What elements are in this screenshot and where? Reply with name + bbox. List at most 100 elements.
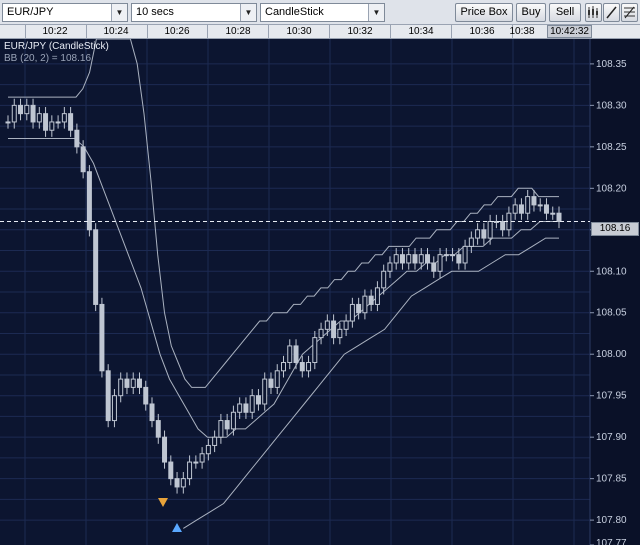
buy-button[interactable]: Buy [516,3,546,22]
time-tick [512,25,513,38]
time-label: 10:34 [408,26,434,37]
price-label: 108.25 [596,142,627,153]
candle-body [299,362,305,372]
chevron-down-icon[interactable]: ▼ [111,4,127,21]
candle-body [174,478,180,488]
time-label: 10:22 [42,26,68,37]
candlestick-icon[interactable] [585,3,602,22]
buy-marker-icon [172,523,182,532]
candle-body [324,320,330,330]
candle-body [212,436,218,446]
candle-body [468,237,474,247]
candle-body [518,204,524,214]
candle-body [268,378,274,388]
candle-body [349,303,355,322]
candle-body [550,212,556,215]
candle-body [374,287,380,305]
price-box-button[interactable]: Price Box [455,3,513,22]
candle-body [381,270,387,289]
chart-area[interactable]: 108.35108.30108.25108.20108.15108.10108.… [0,39,640,545]
draw-line-icon[interactable] [603,3,620,22]
candle-body [105,370,111,422]
chart-style-value: CandleStick [265,6,324,18]
price-axis [590,39,640,545]
candle-body [249,395,255,413]
candle-body [43,113,49,131]
candle-body [68,113,74,131]
time-label: 10:36 [469,26,495,37]
time-tick [268,25,269,38]
candle-body [331,320,337,339]
symbol-dropdown[interactable]: EUR/JPY ▼ [2,3,128,22]
candle-body [274,370,280,388]
candle-body [425,254,431,264]
candle-body [224,420,230,430]
candle-body [86,171,92,231]
candle-body [368,295,374,305]
candle-body [130,378,136,388]
candle-body [343,320,349,330]
current-time-label: 10:42:32 [547,25,592,38]
chart-title: EUR/JPY (CandleStick) [4,41,109,52]
candle-body [443,254,449,257]
toolbar: EUR/JPY ▼ 10 secs ▼ CandleStick ▼ Price … [0,0,640,25]
candle-body [525,196,531,214]
candle-body [337,328,343,339]
candle-body [143,386,149,405]
time-tick [86,25,87,38]
candle-body [55,121,61,124]
candle-body [418,254,424,264]
time-axis: 10:22 10:24 10:26 10:28 10:30 10:32 10:3… [0,25,640,39]
price-label: 107.95 [596,391,627,402]
sell-marker-icon [158,498,168,507]
candle-body [36,113,42,123]
candle-body [124,378,130,388]
price-label: 108.30 [596,100,627,111]
time-tick [207,25,208,38]
fibonacci-icon[interactable] [621,3,638,22]
candle-body [543,204,549,214]
candle-body [24,104,30,115]
candle-body [5,121,11,124]
time-label: 10:26 [164,26,190,37]
symbol-value: EUR/JPY [7,6,54,18]
candle-body [193,461,199,464]
bollinger-upper-band [8,39,559,388]
candle-body [431,262,437,272]
candle-body [61,113,67,123]
sell-button[interactable]: Sell [549,3,581,22]
price-label: 107.90 [596,432,627,443]
price-label: 108.05 [596,308,627,319]
candle-body [199,453,205,463]
price-label: 108.35 [596,59,627,70]
candle-body [306,362,312,372]
time-label: 10:38 [509,26,535,37]
candle-body [80,146,86,173]
candle-body [168,461,174,480]
candle-body [512,204,518,214]
candle-body [74,129,80,148]
candle-body [30,104,36,123]
candle-body [180,478,186,488]
chevron-down-icon[interactable]: ▼ [240,4,256,21]
candle-body [412,254,418,264]
candle-body [462,245,468,264]
candle-body [281,362,286,372]
candle-body [187,461,193,480]
candle-body [393,254,399,264]
candle-body [437,254,443,272]
price-label: 107.80 [596,515,627,526]
candle-body [18,104,24,115]
time-label: 10:32 [347,26,373,37]
interval-dropdown[interactable]: 10 secs ▼ [131,3,257,22]
time-tick [329,25,330,38]
candle-body [318,328,324,339]
chevron-down-icon[interactable]: ▼ [368,4,384,21]
price-label: 108.00 [596,349,627,360]
candle-body [118,378,124,397]
chart-titles: EUR/JPY (CandleStick) BB (20, 2) = 108.1… [4,41,109,65]
candle-body [356,303,362,314]
chart-style-dropdown[interactable]: CandleStick ▼ [260,3,385,22]
price-label: 107.85 [596,474,627,485]
candle-body [230,411,236,430]
